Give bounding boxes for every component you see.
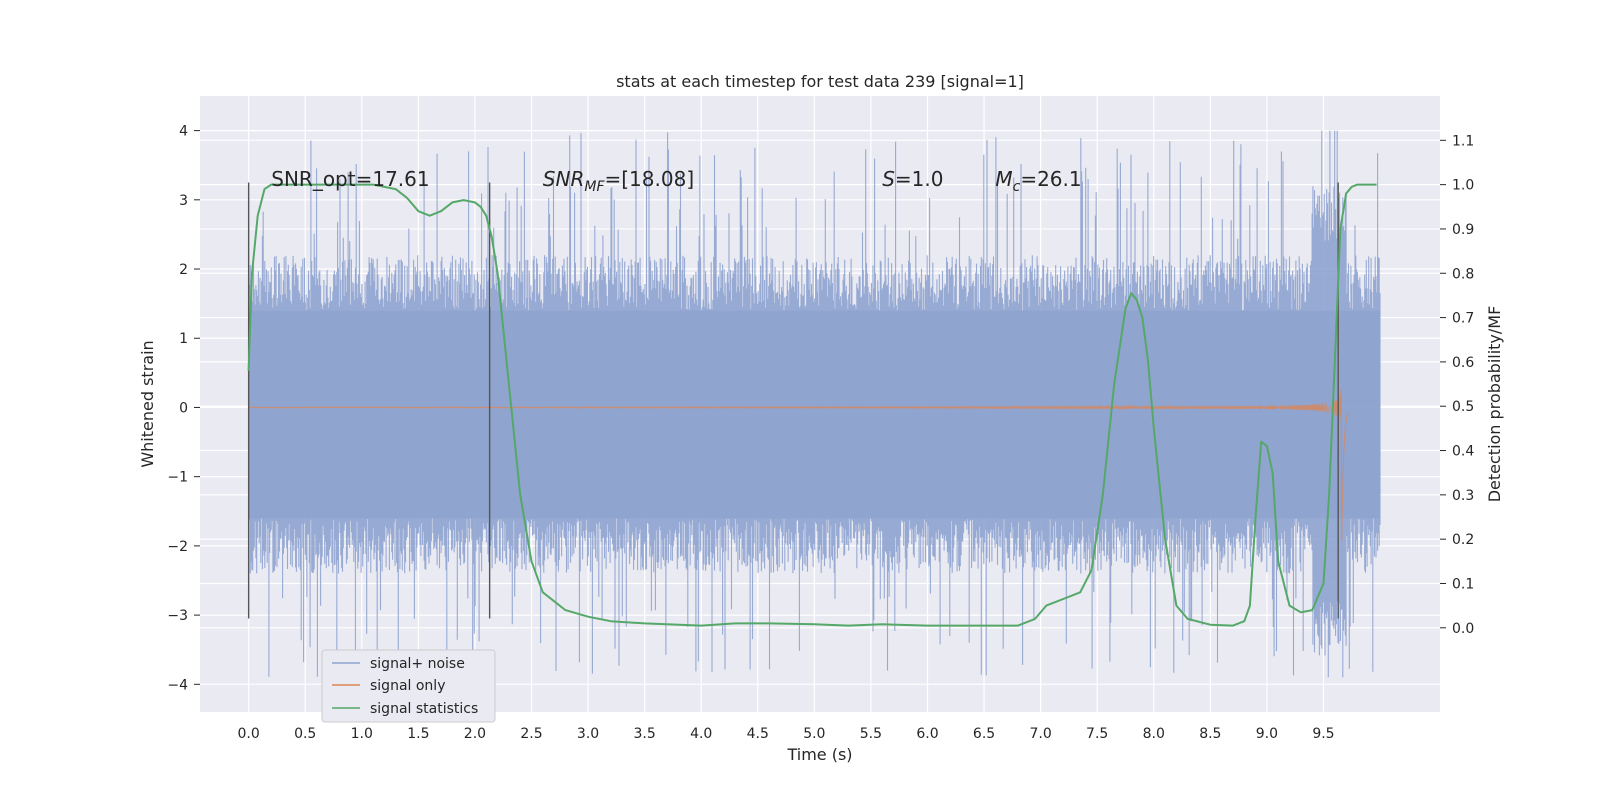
annotation-0: SNR_opt=17.61 xyxy=(271,167,429,191)
legend-box xyxy=(321,649,496,723)
y2-tick-label: 0.4 xyxy=(1452,444,1474,460)
x-tick-label: 3.0 xyxy=(577,726,599,742)
y2-tick-label: 0.5 xyxy=(1452,399,1474,415)
y-tick-label: −1 xyxy=(167,470,188,486)
x-axis-ticks: 0.0 0.5 1.0 1.5 2.0 2.5 3.0 3.5 4.0 4.5 5.0 5.5 6.0 6… xyxy=(238,726,1335,742)
x-tick-label: 9.5 xyxy=(1312,726,1334,742)
x-tick-label: 6.0 xyxy=(916,726,938,742)
y-tick-label: −2 xyxy=(167,539,188,555)
y-tick-label: 3 xyxy=(179,193,188,209)
x-tick-label: 4.5 xyxy=(747,726,769,742)
y2-tick-label: 0.1 xyxy=(1452,576,1474,592)
x-tick-label: 7.0 xyxy=(1029,726,1051,742)
x-tick-label: 0.5 xyxy=(294,726,316,742)
y-tick-label: −3 xyxy=(167,608,188,624)
y2-tick-label: 0.8 xyxy=(1452,266,1474,282)
annotations: SNR_opt=17.61 SNRMF=[18.08] S=1.0 Mc=26.1 xyxy=(271,167,1081,195)
x-tick-label: 1.0 xyxy=(351,726,373,742)
statistics-line xyxy=(247,183,1377,627)
legend-label-signal: signal only xyxy=(370,678,445,694)
x-tick-label: 1.5 xyxy=(407,726,429,742)
x-tick-label: 8.0 xyxy=(1143,726,1165,742)
legend-label-noise: signal+ noise xyxy=(370,656,465,672)
chirp-trace xyxy=(248,388,1349,542)
y2-axis-ticks: 1.1 1.0 0.9 0.8 0.7 0.6 0.5 0.4 0.3 0.2 0.1 0.0 xyxy=(1440,133,1474,637)
legend-label-stats: signal statistics xyxy=(370,701,478,717)
y-tick-label: −4 xyxy=(167,677,188,693)
y-tick-label: 4 xyxy=(179,124,188,140)
y2-tick-label: 0.0 xyxy=(1452,621,1474,637)
x-tick-label: 2.0 xyxy=(464,726,486,742)
x-tick-label: 4.0 xyxy=(690,726,712,742)
y-axis-label: Whitened strain xyxy=(138,340,157,467)
x-tick-label: 0.0 xyxy=(238,726,260,742)
y-tick-label: 1 xyxy=(179,331,188,347)
x-tick-label: 3.5 xyxy=(634,726,656,742)
annotation-1: SNRMF=[18.08] xyxy=(543,167,694,195)
legend: signal+ noise signal only signal statist… xyxy=(321,649,496,723)
x-axis-label: Time (s) xyxy=(786,745,852,764)
y2-tick-label: 0.6 xyxy=(1452,355,1474,371)
y-axis-ticks: 4 3 2 1 0 −1 −2 −3 −4 xyxy=(167,124,200,693)
y2-tick-label: 0.3 xyxy=(1452,488,1474,504)
y2-tick-label: 0.7 xyxy=(1452,311,1474,327)
y-tick-label: 2 xyxy=(179,262,188,278)
x-tick-label: 7.5 xyxy=(1086,726,1108,742)
y2-tick-label: 1.1 xyxy=(1452,133,1474,149)
x-tick-label: 8.5 xyxy=(1199,726,1221,742)
x-tick-label: 6.5 xyxy=(973,726,995,742)
x-tick-label: 9.0 xyxy=(1256,726,1278,742)
annotation-3: Mc=26.1 xyxy=(995,167,1081,195)
annotation-2: S=1.0 xyxy=(882,167,943,191)
x-tick-label: 2.5 xyxy=(520,726,542,742)
y2-tick-label: 0.9 xyxy=(1452,222,1474,238)
signal-only-series xyxy=(248,388,1349,542)
x-tick-label: 5.0 xyxy=(803,726,825,742)
noise-core-band xyxy=(248,310,1381,519)
y2-tick-label: 0.2 xyxy=(1452,532,1474,548)
chart-title: stats at each timestep for test data 239… xyxy=(616,72,1024,91)
y2-axis-label: Detection probability/MF xyxy=(1485,306,1504,503)
y2-tick-label: 1.0 xyxy=(1452,178,1474,194)
signal-plus-noise-series xyxy=(248,130,1381,678)
y-tick-label: 0 xyxy=(179,400,188,416)
x-tick-label: 5.5 xyxy=(860,726,882,742)
signal-statistics-series xyxy=(247,183,1377,627)
segment-markers xyxy=(247,182,1339,619)
